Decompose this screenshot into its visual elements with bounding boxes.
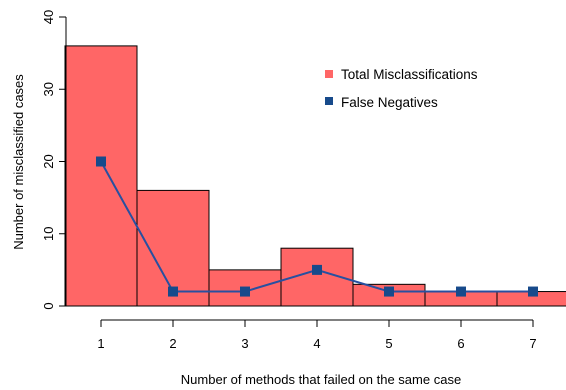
false-negatives-point-7 xyxy=(528,286,538,297)
false-negatives-point-5 xyxy=(384,286,394,297)
y-tick-label-10: 10 xyxy=(41,227,56,241)
y-axis: 0 10 20 30 40 xyxy=(41,10,67,310)
x-tick-label-6: 6 xyxy=(457,336,464,351)
x-tick-label-7: 7 xyxy=(529,336,536,351)
y-tick-label-0: 0 xyxy=(41,302,56,309)
x-tick-label-5: 5 xyxy=(385,336,392,351)
x-tick-label-3: 3 xyxy=(241,336,248,351)
x-axis: 1 2 3 4 5 6 7 xyxy=(97,319,537,351)
legend-label-total: Total Misclassifications xyxy=(341,67,478,82)
x-tick-label-2: 2 xyxy=(169,336,176,351)
legend-label-false-negatives: False Negatives xyxy=(341,95,438,110)
x-tick-label-4: 4 xyxy=(313,336,320,351)
y-tick-label-30: 30 xyxy=(41,82,56,96)
y-tick-label-20: 20 xyxy=(41,154,56,168)
false-negatives-series xyxy=(96,156,538,297)
y-axis-label: Number of misclassified cases xyxy=(11,74,26,250)
false-negatives-point-4 xyxy=(312,264,322,275)
legend-swatch-false-negatives xyxy=(325,97,333,105)
x-tick-label-1: 1 xyxy=(97,336,104,351)
y-tick-label-40: 40 xyxy=(41,10,56,24)
bar-1 xyxy=(64,45,138,307)
false-negatives-point-1 xyxy=(96,156,106,167)
false-negatives-point-6 xyxy=(456,286,466,297)
legend: Total Misclassifications False Negatives xyxy=(325,67,478,110)
x-axis-label: Number of methods that failed on the sam… xyxy=(181,372,461,387)
false-negatives-point-2 xyxy=(168,286,178,297)
false-negatives-point-3 xyxy=(240,286,250,297)
legend-swatch-total xyxy=(325,70,333,78)
